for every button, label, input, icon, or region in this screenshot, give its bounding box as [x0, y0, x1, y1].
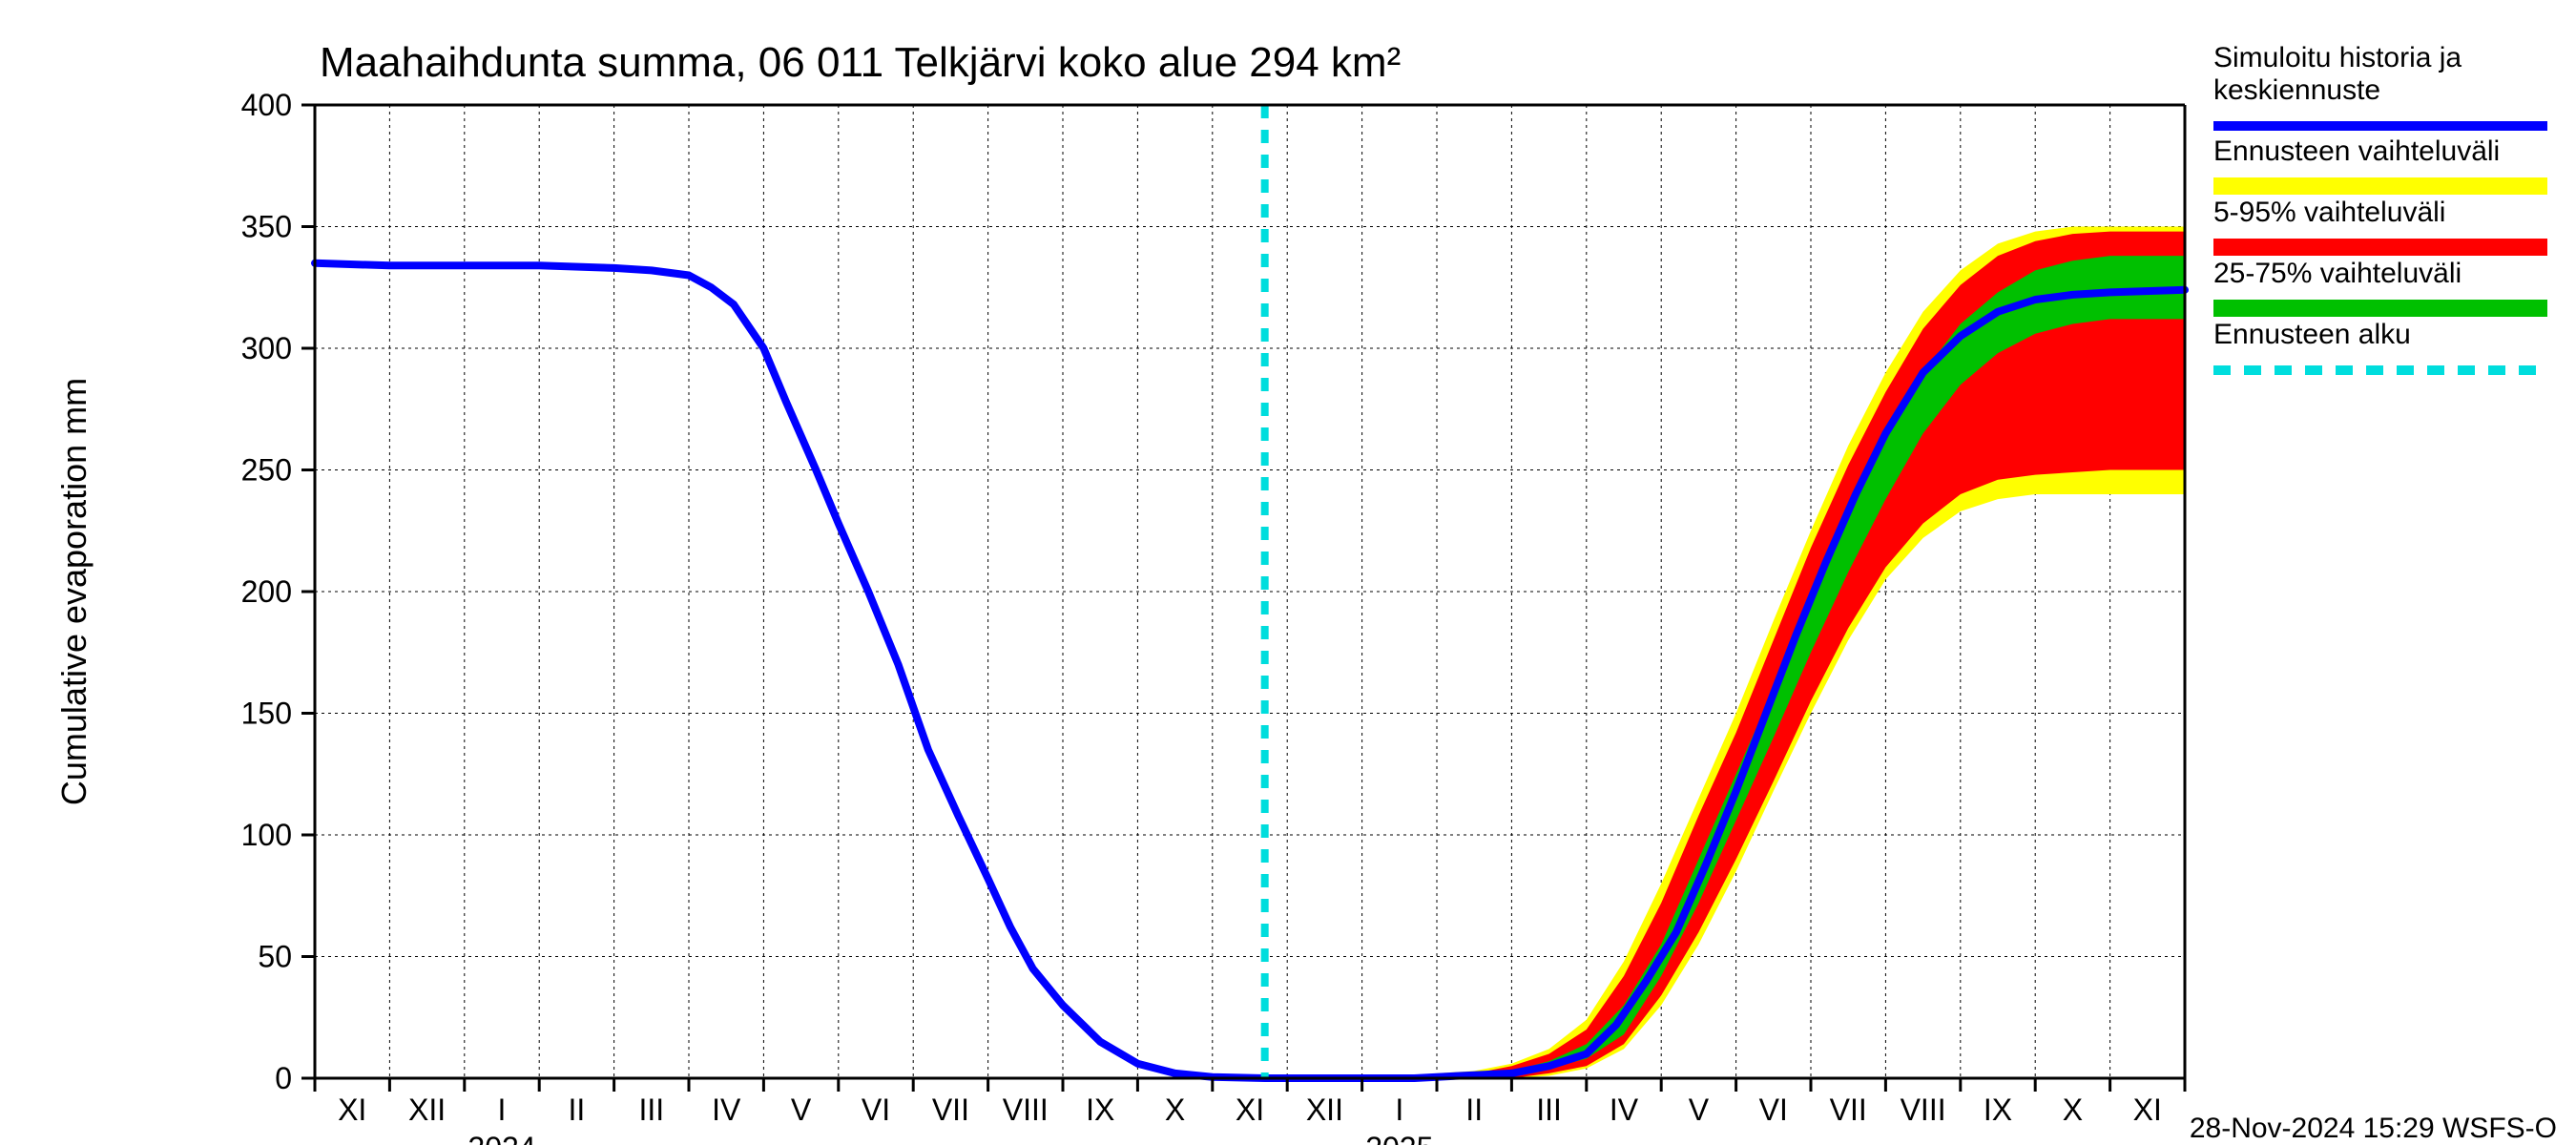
- x-month-label: XI: [338, 1093, 366, 1127]
- y-tick-label: 0: [275, 1061, 292, 1095]
- x-month-label: I: [1395, 1093, 1403, 1127]
- chart-footer: 28-Nov-2024 15:29 WSFS-O: [2190, 1113, 2557, 1144]
- x-month-label: I: [498, 1093, 507, 1127]
- y-tick-label: 300: [241, 331, 292, 365]
- legend-label: Ennusteen vaihteluväli: [2213, 135, 2500, 167]
- legend-label: Ennusteen alku: [2213, 319, 2411, 350]
- x-month-label: VII: [1830, 1093, 1867, 1127]
- x-month-label: VIII: [1901, 1093, 1946, 1127]
- x-month-label: VII: [932, 1093, 969, 1127]
- y-tick-label: 150: [241, 697, 292, 731]
- x-month-label: III: [1536, 1093, 1562, 1127]
- y-tick-label: 400: [241, 88, 292, 122]
- y-tick-label: 200: [241, 574, 292, 609]
- x-month-label: IX: [1984, 1093, 2012, 1127]
- legend-label: 5-95% vaihteluväli: [2213, 197, 2445, 228]
- y-axis-label: Cumulative evaporation mm: [54, 378, 93, 805]
- legend-swatch-band: [2213, 239, 2547, 256]
- y-tick-label: 350: [241, 210, 292, 244]
- x-month-label: X: [2063, 1093, 2083, 1127]
- x-month-label: IX: [1086, 1093, 1114, 1127]
- x-month-label: V: [791, 1093, 812, 1127]
- x-month-label: XI: [1236, 1093, 1264, 1127]
- x-year-label: 2024: [467, 1131, 535, 1145]
- x-month-label: V: [1689, 1093, 1710, 1127]
- x-month-label: VIII: [1003, 1093, 1049, 1127]
- chart-svg: 050100150200250300350400XIXIIIIIIIIIVVVI…: [0, 0, 2576, 1145]
- x-month-label: IV: [1610, 1093, 1639, 1127]
- x-month-label: II: [569, 1093, 586, 1127]
- legend-label: Simuloitu historia ja: [2213, 42, 2462, 73]
- x-month-label: VI: [862, 1093, 890, 1127]
- x-month-label: II: [1465, 1093, 1483, 1127]
- x-month-label: XII: [1306, 1093, 1343, 1127]
- x-month-label: VI: [1759, 1093, 1788, 1127]
- x-month-label: IV: [712, 1093, 741, 1127]
- x-month-label: XII: [408, 1093, 446, 1127]
- legend-label: keskiennuste: [2213, 74, 2380, 106]
- legend-swatch-band: [2213, 300, 2547, 317]
- y-tick-label: 50: [258, 940, 292, 974]
- x-month-label: X: [1165, 1093, 1185, 1127]
- x-month-label: XI: [2133, 1093, 2162, 1127]
- legend-swatch-band: [2213, 177, 2547, 195]
- x-year-label: 2025: [1365, 1131, 1433, 1145]
- chart-title: Maahaihdunta summa, 06 011 Telkjärvi kok…: [320, 39, 1401, 86]
- legend-label: 25-75% vaihteluväli: [2213, 258, 2462, 289]
- y-tick-label: 100: [241, 818, 292, 852]
- y-tick-label: 250: [241, 453, 292, 488]
- x-month-label: III: [638, 1093, 664, 1127]
- chart-container: 050100150200250300350400XIXIIIIIIIIIVVVI…: [0, 0, 2576, 1145]
